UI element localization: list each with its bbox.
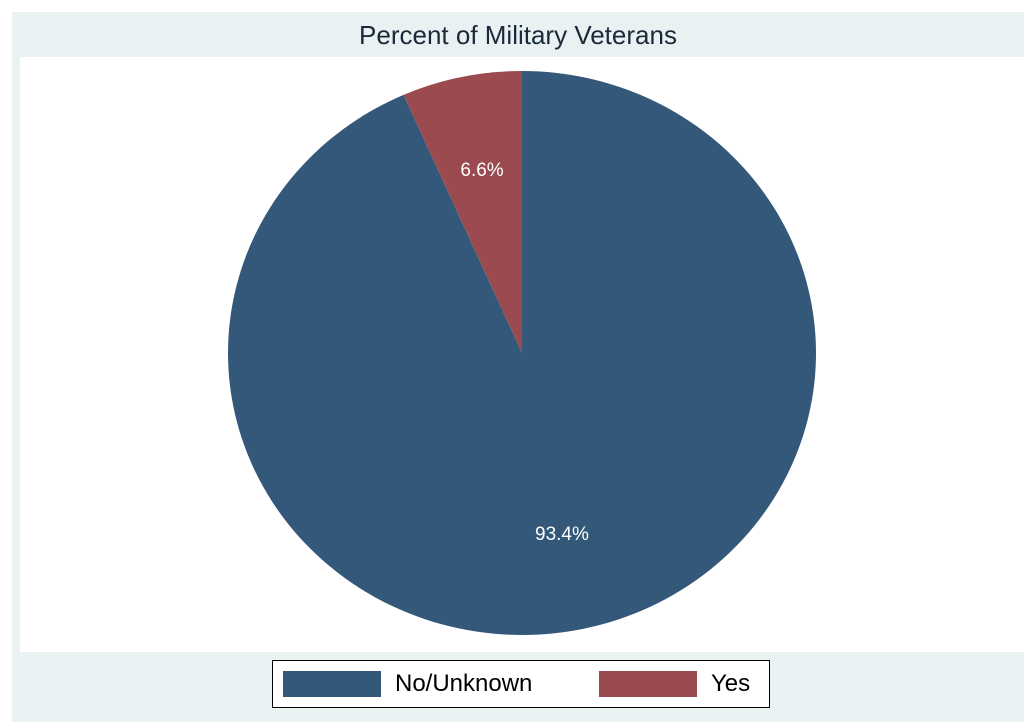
legend-label-no-unknown: No/Unknown [395, 670, 533, 697]
slice-label-yes: 6.6% [460, 160, 503, 181]
legend-label-yes: Yes [711, 670, 751, 697]
legend-item-no-unknown: No/Unknown [283, 661, 532, 707]
pie-slice-yes [403, 71, 522, 353]
chart-title: Percent of Military Veterans [359, 20, 677, 50]
legend-item-yes: Yes [599, 661, 750, 707]
legend: No/Unknown Yes [272, 660, 770, 708]
slice-label-no-unknown: 93.4% [535, 524, 589, 545]
legend-swatch-yes [599, 671, 697, 697]
legend-swatch-no-unknown [283, 671, 381, 697]
pie-slice-no-unknown [228, 71, 817, 635]
